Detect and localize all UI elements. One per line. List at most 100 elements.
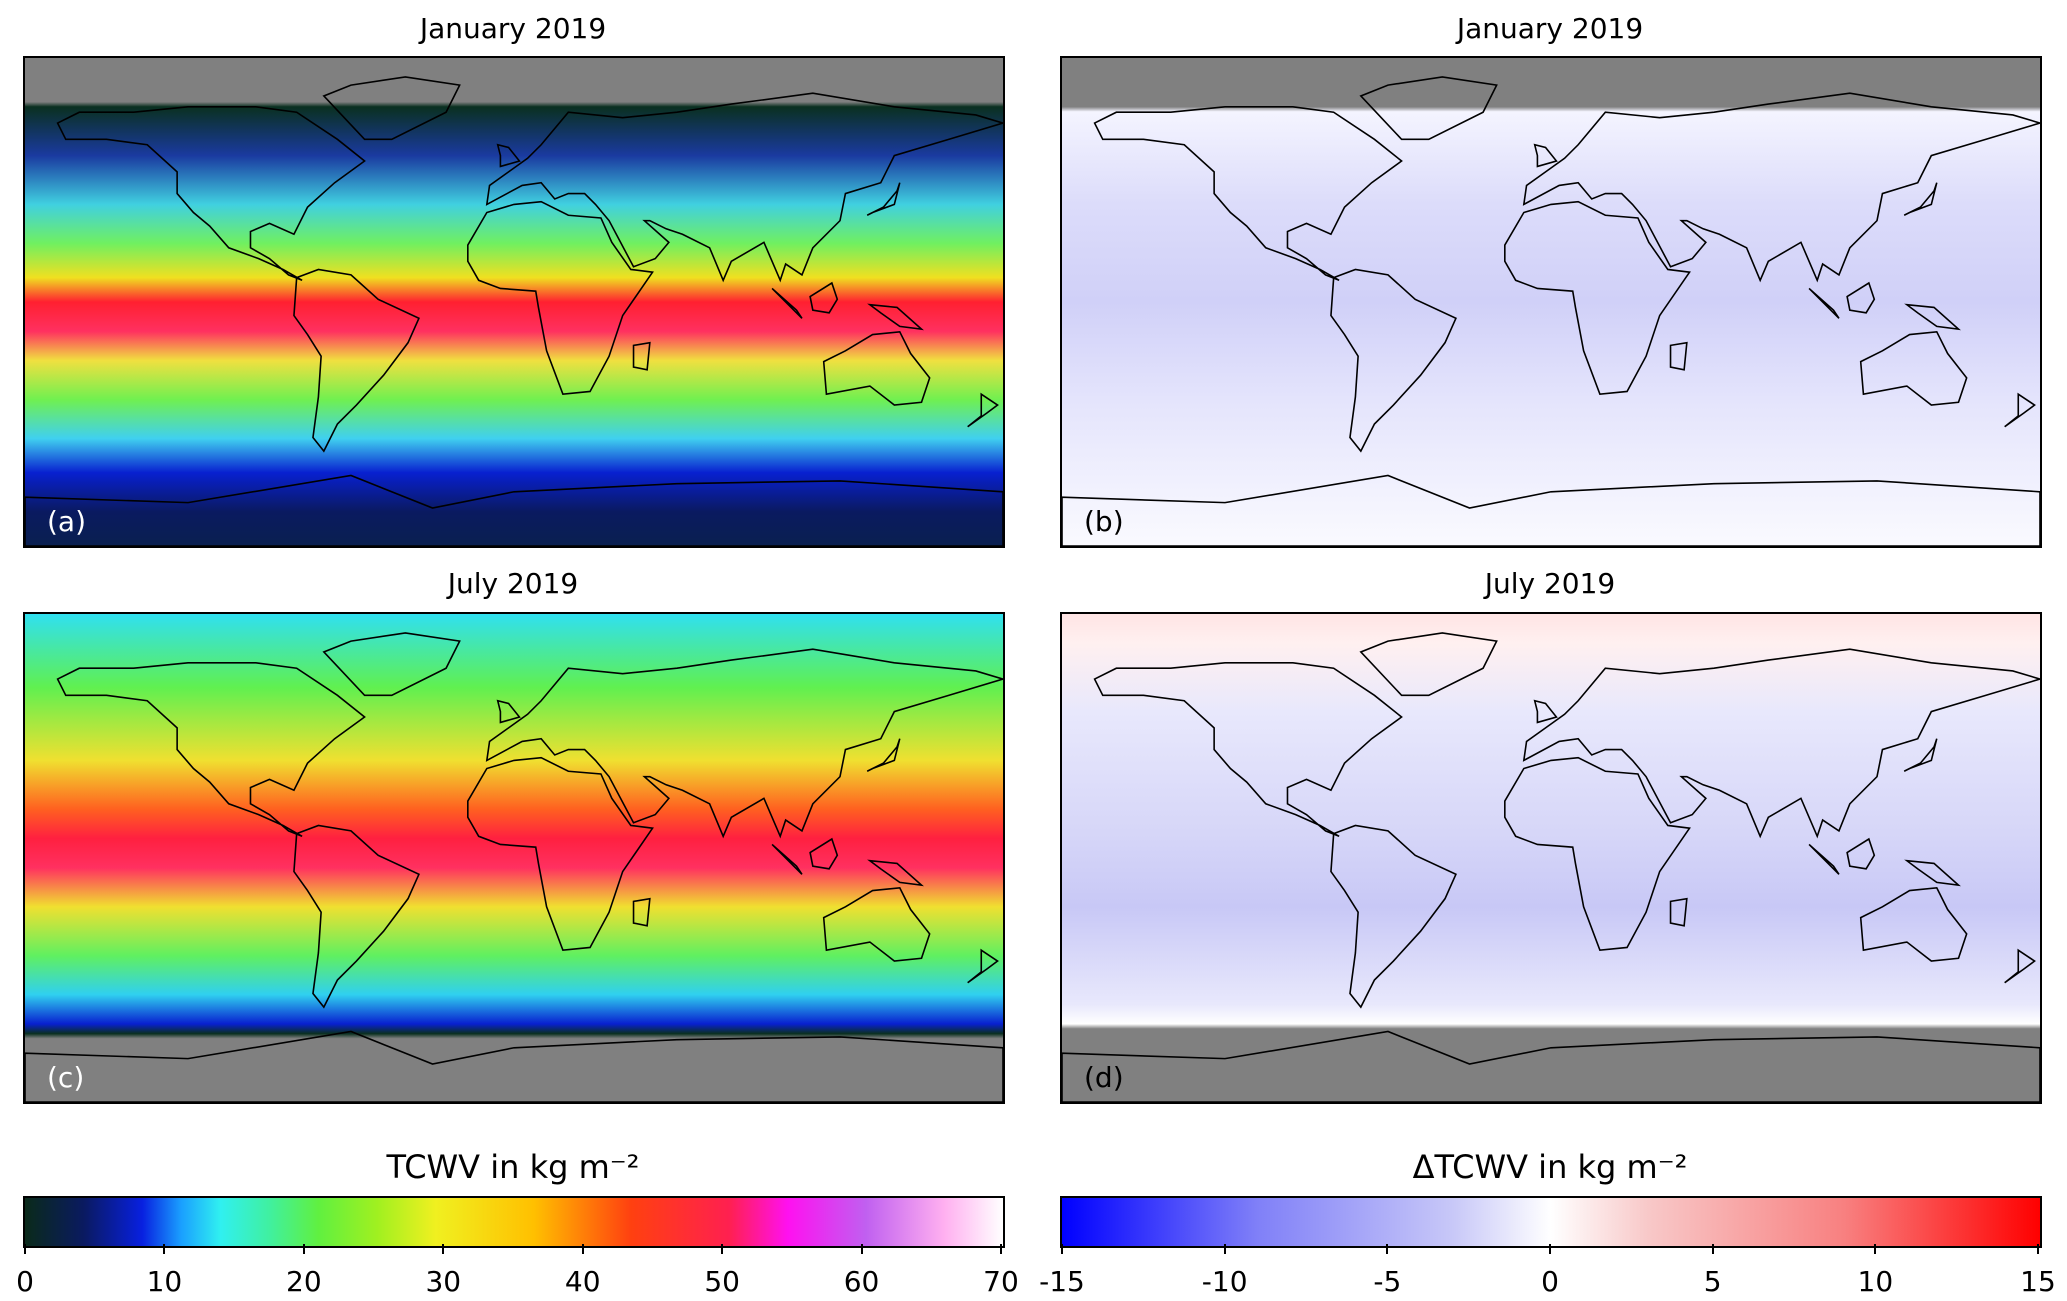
coastline — [322, 632, 461, 697]
coastline — [467, 756, 654, 952]
map-panel-b: (b) — [1060, 56, 2042, 548]
delta-tick-label: 0 — [1541, 1265, 1559, 1298]
delta-colorbar — [1060, 1196, 2042, 1248]
coastline — [1093, 661, 1403, 838]
coastline — [1904, 859, 1961, 887]
delta-tickmark — [1549, 1244, 1551, 1254]
coastline — [1903, 738, 1938, 772]
panel-b-title: January 2019 — [1456, 12, 1644, 45]
delta-tick-label: 5 — [1703, 1265, 1722, 1298]
coastline — [485, 648, 1003, 839]
tcwv-colorbar-title: TCWV in kg m⁻² — [386, 1148, 640, 1186]
delta-tick-label: -5 — [1373, 1265, 1402, 1298]
coastline — [56, 661, 366, 838]
coastline — [25, 1030, 1003, 1102]
map-panel-a: (a) — [23, 56, 1005, 548]
panel-c-title: July 2019 — [447, 567, 579, 600]
panel-a-title: January 2019 — [419, 12, 607, 45]
panel-c-label: (c) — [47, 1061, 85, 1094]
tcwv-tickmark — [163, 1244, 166, 1254]
tcwv-tick-label: 30 — [425, 1265, 462, 1298]
map-d-svg — [1062, 614, 2040, 1102]
delta-tickmark — [1386, 1244, 1389, 1254]
coastline — [1846, 837, 1876, 870]
coastline — [1093, 105, 1403, 282]
coastline — [822, 886, 931, 962]
tcwv-tickmark — [1000, 1244, 1002, 1254]
tcwv-tickmark — [442, 1244, 445, 1254]
tcwv-tick-label: 10 — [146, 1265, 183, 1298]
coastline — [1062, 1030, 2040, 1102]
coastline — [867, 859, 924, 887]
coastline — [1846, 281, 1876, 314]
coastline — [967, 392, 999, 428]
coastline — [1669, 897, 1688, 927]
delta-colorbar-title: ΔTCWV in kg m⁻² — [1412, 1148, 1688, 1186]
coastline — [496, 699, 521, 724]
coastline — [1330, 824, 1457, 1009]
map-panel-d: (d) — [1060, 612, 2042, 1104]
delta-tick-label: 15 — [2020, 1265, 2056, 1298]
coastline — [1904, 303, 1961, 331]
tcwv-tick-label: 60 — [843, 1265, 880, 1298]
delta-tickmark — [2037, 1244, 2039, 1254]
delta-tick-label: -15 — [1039, 1265, 1085, 1298]
delta-tick-label: 10 — [1857, 1265, 1894, 1298]
coastline — [1359, 632, 1498, 697]
coastline — [293, 824, 420, 1009]
coastline — [771, 287, 803, 319]
map-b-svg — [1062, 58, 2040, 546]
coastline — [809, 837, 839, 870]
tcwv-tickmark — [721, 1244, 724, 1254]
coastline — [1903, 182, 1938, 216]
delta-tickmark — [1061, 1244, 1063, 1254]
coastline — [322, 76, 461, 141]
coastline — [1808, 287, 1840, 319]
coastline — [496, 143, 521, 168]
coastline — [1062, 474, 2040, 546]
coastline — [1504, 200, 1691, 396]
delta-tick-label: -10 — [1201, 1265, 1248, 1298]
tcwv-tick-label: 40 — [564, 1265, 601, 1298]
coastline — [1669, 341, 1688, 371]
coastline — [822, 330, 931, 406]
coastlines — [1062, 632, 2040, 1102]
delta-tickmark — [1874, 1244, 1877, 1254]
coastline — [1522, 648, 2040, 839]
map-a-svg — [25, 58, 1003, 546]
panel-d-label: (d) — [1084, 1061, 1124, 1094]
coastline — [1533, 699, 1558, 724]
tcwv-tickmark — [302, 1244, 305, 1254]
tcwv-tickmark — [860, 1244, 863, 1254]
panel-a-label: (a) — [47, 505, 87, 538]
tcwv-tick-label: 20 — [286, 1265, 322, 1298]
coastline — [866, 738, 901, 772]
coastline — [867, 303, 924, 331]
coastline — [1859, 886, 1968, 962]
coastlines — [1062, 76, 2040, 546]
coastline — [1359, 76, 1498, 141]
map-panel-c: (c) — [23, 612, 1005, 1104]
coastlines — [25, 76, 1003, 546]
tcwv-colorbar — [23, 1196, 1005, 1248]
coastline — [1533, 143, 1558, 168]
map-c-svg — [25, 614, 1003, 1102]
tcwv-tick-label: 70 — [983, 1265, 1019, 1298]
tcwv-tick-label: 0 — [16, 1265, 34, 1298]
coastline — [866, 182, 901, 216]
coastline — [771, 843, 803, 875]
panel-d-title: July 2019 — [1484, 567, 1616, 600]
coastline — [967, 948, 999, 984]
coastline — [2004, 948, 2036, 984]
coastline — [632, 897, 651, 927]
coastline — [56, 105, 366, 282]
coastline — [809, 281, 839, 314]
coastline — [1504, 756, 1691, 952]
delta-tickmark — [1223, 1244, 1226, 1254]
delta-tickmark — [1711, 1244, 1714, 1254]
coastline — [1808, 843, 1840, 875]
coastline — [1522, 92, 2040, 283]
coastline — [485, 92, 1003, 283]
coastline — [2004, 392, 2036, 428]
coastline — [25, 474, 1003, 546]
